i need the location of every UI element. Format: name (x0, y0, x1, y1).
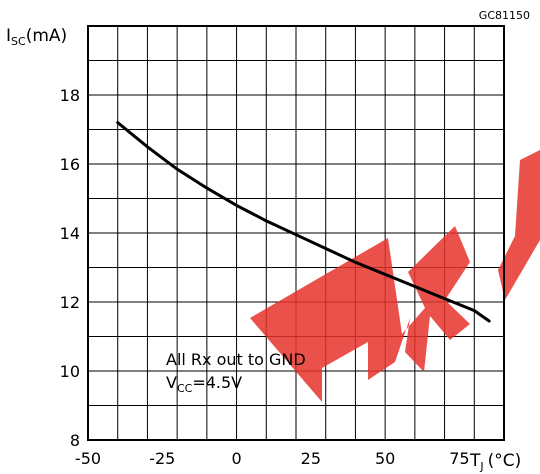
y-tick-label: 12 (60, 293, 80, 312)
y-label-unit: (mA) (26, 26, 67, 46)
annotation-vcc-main: V (166, 373, 177, 392)
x-tick-label: 25 (301, 449, 321, 468)
x-tick-label: -25 (149, 449, 175, 468)
x-tick-label: 75 (449, 449, 469, 468)
x-tick-label: 50 (375, 449, 395, 468)
x-label-unit: (°C) (488, 451, 522, 471)
y-label-sub: SC (11, 35, 26, 48)
y-tick-label: 8 (70, 431, 80, 450)
x-tick-label: 0 (231, 449, 241, 468)
watermark-logo (250, 150, 540, 402)
annotation-vcc-sub: CC (177, 382, 193, 395)
y-tick-label: 16 (60, 155, 80, 174)
annotation-line1: All Rx out to GND (166, 350, 306, 369)
y-tick-label: 10 (60, 362, 80, 381)
x-axis-label: TJ (°C) (469, 451, 521, 473)
y-axis-ticks: 8 10 12 14 16 18 (60, 86, 80, 450)
plot-frame (87, 25, 505, 441)
x-tick-label: -50 (75, 449, 101, 468)
series-line (116, 121, 491, 323)
annotation-line2: VCC=4.5V (166, 373, 242, 395)
x-axis-ticks: -50 -25 0 25 50 75 (75, 449, 470, 468)
y-axis-label: ISC(mA) (6, 26, 67, 48)
x-label-main: T (469, 451, 481, 471)
grid (88, 26, 504, 440)
y-label-main: I (6, 26, 11, 46)
y-tick-label: 14 (60, 224, 80, 243)
x-label-sub: J (479, 460, 483, 473)
y-tick-label: 18 (60, 86, 80, 105)
annotation-vcc-value: =4.5V (192, 373, 242, 392)
figure-code: GC81150 (479, 9, 530, 22)
plot-border (87, 25, 505, 441)
